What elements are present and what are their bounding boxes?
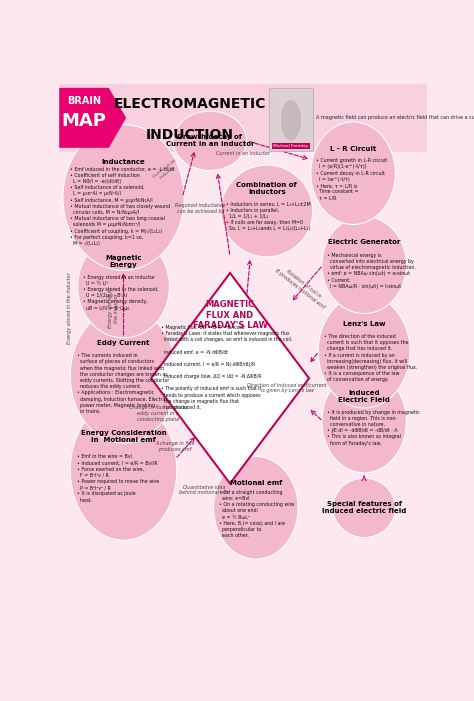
Text: • Mechanical energy is
  converted into electrical energy by
  virtue of electro: • Mechanical energy is converted into el… <box>327 253 416 289</box>
Text: Required inductance
can be achieved by: Required inductance can be achieved by <box>175 203 226 214</box>
Ellipse shape <box>70 400 177 540</box>
Text: • Inductors in series, L = L₁+L₂±2M
• Inductors in parallel,
  1/L = 1/L₁ + 1/L₂: • Inductors in series, L = L₁+L₂±2M • In… <box>227 202 311 231</box>
Ellipse shape <box>63 125 184 271</box>
Ellipse shape <box>322 370 406 472</box>
Text: BRAIN: BRAIN <box>67 96 101 106</box>
Text: A magnetic field can produce an electric field that can drive a current. This li: A magnetic field can produce an electric… <box>316 116 474 121</box>
Text: • On a straight conducting
  wire: e=Bvl
• On a rotating conducting wire
  about: • On a straight conducting wire: e=Bvl •… <box>219 490 294 538</box>
Text: Direction of induced emf/current
is given by Lenz's law: Direction of induced emf/current is give… <box>247 382 327 393</box>
Text: A change in flux
produces emf: A change in flux produces emf <box>155 442 195 452</box>
Text: L - R Circuit: L - R Circuit <box>330 146 376 151</box>
Text: Magnetic
Energy: Magnetic Energy <box>105 255 142 268</box>
FancyBboxPatch shape <box>59 84 427 151</box>
Text: Induced
Electric Field: Induced Electric Field <box>338 390 390 403</box>
Text: Current in an inductor: Current in an inductor <box>216 151 270 156</box>
Text: Energy stored in
the inductor: Energy stored in the inductor <box>108 288 119 328</box>
Ellipse shape <box>333 478 395 538</box>
Ellipse shape <box>322 217 406 313</box>
Text: • It is produced by change in magnetic
  field in a region. This is non-
  conse: • It is produced by change in magnetic f… <box>327 409 420 446</box>
Text: Energy Consideration
in  Motional emf: Energy Consideration in Motional emf <box>81 430 166 443</box>
Ellipse shape <box>281 100 301 140</box>
Text: • Current growth in L-R circuit
  I = (e/R)(1-e^(-t/τ))
• Current decay in L-R c: • Current growth in L-R circuit I = (e/R… <box>316 158 387 200</box>
Ellipse shape <box>318 294 410 408</box>
Text: Quantitative idea
behind motional emf: Quantitative idea behind motional emf <box>179 484 230 496</box>
Text: • Emf induced in the conductor, e = -L dI/dt
• Coefficient of self induction
  L: • Emf induced in the conductor, e = -L d… <box>70 167 175 246</box>
Text: Motional emf: Motional emf <box>230 480 282 486</box>
Text: Inductance: Inductance <box>101 160 146 165</box>
Polygon shape <box>59 88 126 148</box>
Text: Special features of
induced electric field: Special features of induced electric fie… <box>322 501 406 515</box>
Text: Rotation of coil in
B produces motional emf: Rotation of coil in B produces motional … <box>274 264 329 310</box>
Text: Eddy Current: Eddy Current <box>97 340 150 346</box>
Text: Combination of
Inductors: Combination of Inductors <box>237 182 297 196</box>
Ellipse shape <box>173 111 246 170</box>
Text: Change in flux produces
eddy current in a
conducting plane: Change in flux produces eddy current in … <box>129 405 188 422</box>
Text: • Energy stored in an inductor
  U = ½ LI²
• Energy stored in the solenoid,
  U : • Energy stored in an inductor U = ½ LI²… <box>83 275 159 311</box>
Text: Michael Faraday: Michael Faraday <box>273 144 309 148</box>
Text: Growth/decay of
Current in an inductor: Growth/decay of Current in an inductor <box>165 135 254 147</box>
Text: • Emf in the wire = Bvl
• Induced current, I = e/R = Bvl/R
• Force exerted on th: • Emf in the wire = Bvl • Induced curren… <box>77 454 159 503</box>
Text: INDUCTION: INDUCTION <box>146 128 234 142</box>
Text: • Magnetic flux: ΦB = B⃗·A⃗ = BAcosθ
• Faraday's Laws: It states that whenever m: • Magnetic flux: ΦB = B⃗·A⃗ = BAcosθ • F… <box>161 325 292 410</box>
FancyBboxPatch shape <box>269 88 313 151</box>
Text: MAGNETIC
FLUX AND
FARADAY'S LAW: MAGNETIC FLUX AND FARADAY'S LAW <box>192 300 267 330</box>
Text: Energy stored in the inductor: Energy stored in the inductor <box>67 273 72 344</box>
Ellipse shape <box>78 236 169 338</box>
Polygon shape <box>151 273 309 484</box>
Ellipse shape <box>311 122 395 224</box>
Text: Current in an
inductor: Current in an inductor <box>152 158 180 183</box>
Text: MAP: MAP <box>62 112 107 130</box>
Ellipse shape <box>221 165 313 257</box>
Text: Lenz's Law: Lenz's Law <box>343 321 385 327</box>
Text: Electric Generator: Electric Generator <box>328 238 401 245</box>
Ellipse shape <box>70 308 177 443</box>
Ellipse shape <box>213 456 298 559</box>
Text: • The direction of the induced
  current is such that it opposes the
  change th: • The direction of the induced current i… <box>324 334 417 382</box>
Text: ELECTROMAGNETIC: ELECTROMAGNETIC <box>113 97 266 111</box>
Text: • The currents induced in
  surface of pieces of conductors
  when the magnetic : • The currents induced in surface of pie… <box>77 353 169 414</box>
